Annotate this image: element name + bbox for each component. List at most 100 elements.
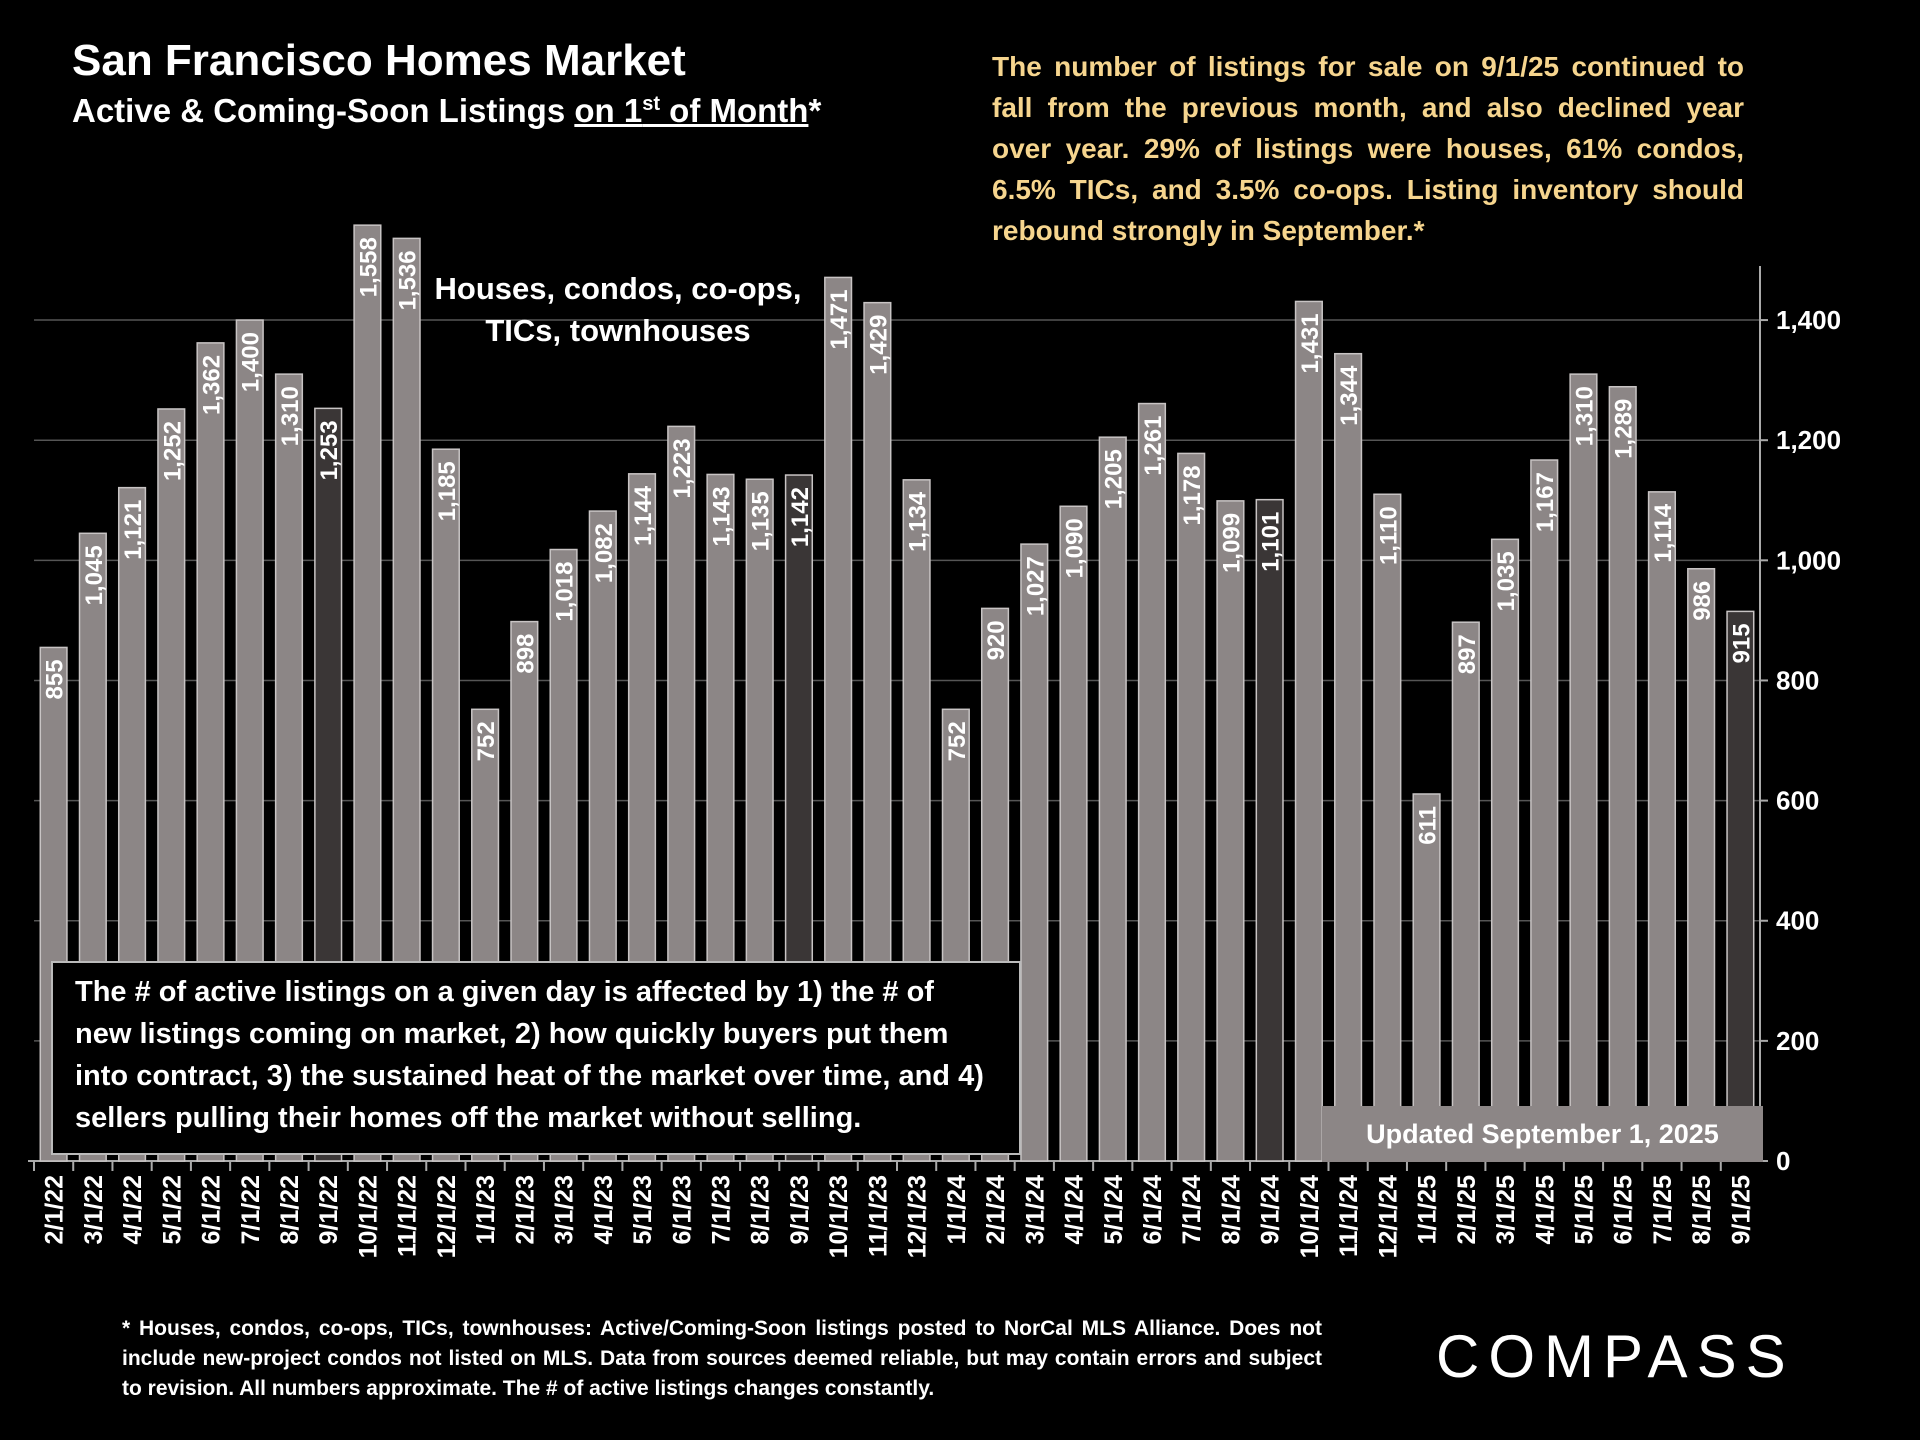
bar (1294, 300, 1323, 1162)
value-label: 1,400 (238, 332, 265, 392)
x-tick-label: 9/1/24 (1257, 1175, 1285, 1245)
value-label: 1,134 (905, 491, 932, 552)
value-label: 1,310 (1571, 386, 1598, 446)
x-tick-label: 7/1/23 (707, 1175, 735, 1245)
bar (1608, 385, 1637, 1162)
x-tick-label: 2/1/22 (41, 1175, 69, 1245)
value-label: 1,253 (316, 420, 343, 480)
y-tick-label: 1,400 (1776, 305, 1841, 335)
x-tick-label: 1/1/23 (472, 1175, 500, 1245)
value-label: 1,110 (1375, 506, 1402, 565)
bar (1687, 567, 1716, 1162)
x-tick-label: 12/1/22 (433, 1175, 461, 1258)
value-label: 1,142 (787, 487, 814, 547)
value-label: 1,261 (1140, 416, 1167, 476)
x-tick-label: 10/1/23 (825, 1175, 853, 1258)
x-tick-label: 5/1/22 (158, 1175, 186, 1245)
value-label: 1,536 (395, 250, 422, 310)
x-tick-label: 8/1/23 (747, 1175, 775, 1245)
x-tick-label: 10/1/22 (354, 1175, 382, 1258)
note-box: The # of active listings on a given day … (51, 961, 1021, 1155)
x-tick-label: 8/1/22 (276, 1175, 304, 1245)
subtitle-text: on 1 (574, 92, 643, 129)
x-tick-label: 11/1/22 (394, 1175, 422, 1257)
series-label: Houses, condos, co-ops, TICs, townhouses (434, 271, 802, 348)
x-tick-label: 5/1/24 (1100, 1175, 1128, 1245)
x-tick-label: 7/1/24 (1178, 1175, 1206, 1245)
bar (1647, 491, 1677, 1162)
value-label: 855 (42, 659, 69, 699)
bar (1530, 459, 1559, 1162)
subtitle-text: st (642, 93, 660, 115)
bar (1373, 493, 1402, 1162)
value-label: 1,082 (591, 523, 618, 583)
x-tick-label: 4/1/24 (1061, 1175, 1089, 1245)
value-label: 1,429 (865, 315, 892, 375)
value-label: 1,018 (552, 562, 579, 622)
x-tick-label: 11/1/24 (1335, 1175, 1363, 1257)
x-tick-label: 1/1/24 (943, 1175, 971, 1245)
annotation: The number of listings for sale on 9/1/2… (992, 51, 1744, 246)
x-tick-label: 6/1/25 (1610, 1175, 1638, 1245)
x-tick-label: 5/1/23 (629, 1175, 657, 1245)
value-label: 1,045 (81, 545, 108, 605)
value-label: 1,431 (1297, 313, 1324, 373)
value-label: 915 (1728, 623, 1755, 663)
value-label: 1,471 (826, 289, 853, 349)
y-tick-label: 1,200 (1776, 425, 1841, 455)
updated-label: Updated September 1, 2025 (1322, 1106, 1763, 1162)
x-tick-label: 4/1/25 (1531, 1175, 1559, 1245)
x-tick-label: 12/1/23 (904, 1175, 932, 1258)
x-tick-label: 9/1/22 (315, 1175, 343, 1245)
x-tick-label: 6/1/24 (1139, 1175, 1167, 1245)
value-label: 1,099 (1218, 513, 1245, 573)
value-label: 752 (944, 721, 971, 761)
x-tick-label: 2/1/24 (982, 1175, 1010, 1245)
bar (1177, 452, 1206, 1162)
x-tick-label: 7/1/22 (237, 1175, 265, 1245)
bar (1059, 505, 1088, 1162)
x-tick-label: 3/1/25 (1492, 1175, 1520, 1245)
value-label: 1,310 (277, 386, 304, 446)
x-tick-label: 6/1/22 (198, 1175, 226, 1245)
value-label: 611 (1415, 806, 1442, 845)
value-label: 1,144 (630, 485, 657, 546)
bar (1098, 436, 1127, 1162)
y-tick-label: 600 (1776, 786, 1819, 816)
x-tick-label: 9/1/25 (1727, 1175, 1755, 1245)
x-tick-label: 8/1/24 (1217, 1175, 1245, 1245)
bar (1412, 793, 1441, 1162)
y-tick-label: 200 (1776, 1026, 1819, 1056)
x-tick-label: 11/1/23 (864, 1175, 892, 1257)
bar (1020, 543, 1049, 1162)
x-tick-label: 12/1/24 (1374, 1175, 1402, 1259)
subtitle-text: of Month (660, 92, 809, 129)
value-label: 1,121 (120, 500, 147, 560)
y-tick-label: 800 (1776, 665, 1819, 695)
value-label: 1,167 (1532, 472, 1559, 532)
bar (1569, 373, 1598, 1162)
value-label: 1,027 (1022, 556, 1049, 616)
bar (1255, 498, 1284, 1162)
value-label: 1,223 (669, 438, 696, 498)
chart-subtitle: Active & Coming-Soon Listings on 1st of … (72, 92, 821, 130)
y-tick-label: 400 (1776, 906, 1819, 936)
bar (1726, 610, 1755, 1162)
value-label: 1,101 (1258, 512, 1285, 572)
bar (1334, 352, 1363, 1162)
x-tick-label: 10/1/24 (1296, 1175, 1324, 1259)
value-label: 1,558 (355, 237, 382, 297)
bar (1216, 500, 1245, 1162)
value-label: 1,289 (1611, 399, 1638, 459)
value-label: 1,178 (1179, 465, 1206, 525)
value-label: 1,114 (1650, 503, 1677, 562)
subtitle-text: Active & Coming-Soon Listings (72, 92, 575, 129)
value-label: 1,135 (748, 491, 775, 551)
y-tick-label: 1,000 (1776, 545, 1841, 575)
bar (1137, 402, 1167, 1162)
value-label: 1,362 (199, 355, 226, 415)
x-tick-label: 4/1/23 (590, 1175, 618, 1245)
y-tick-label: 0 (1776, 1146, 1790, 1176)
